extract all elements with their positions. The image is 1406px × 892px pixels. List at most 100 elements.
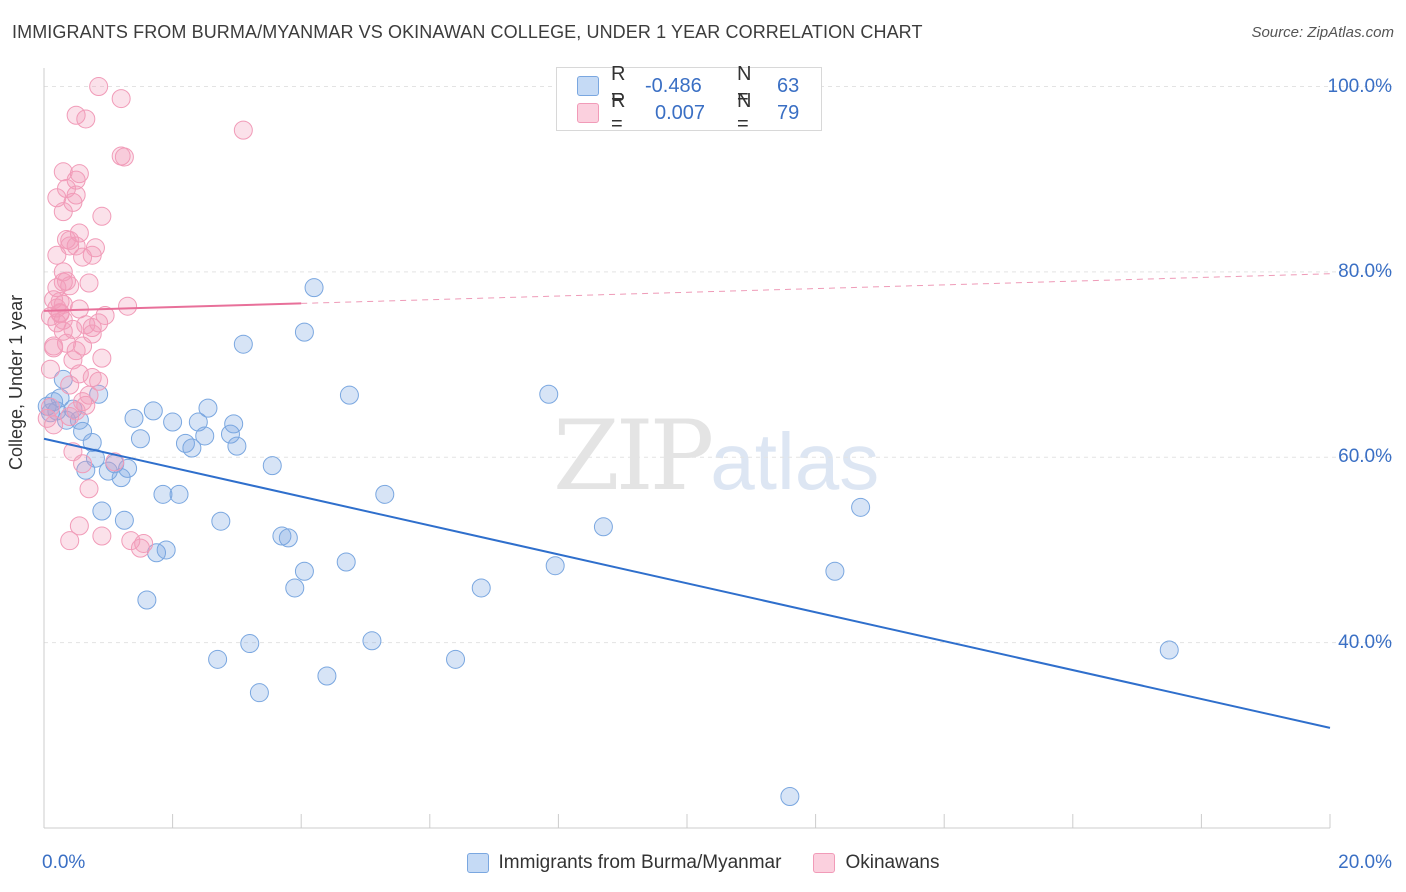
okinawan-point <box>66 185 86 205</box>
okinawan-point <box>76 109 96 129</box>
burma-point <box>249 683 269 703</box>
okinawan-point <box>73 247 93 267</box>
okinawan-point <box>73 392 93 412</box>
burma-point <box>317 666 337 686</box>
burma-point <box>92 501 112 521</box>
watermark: ZIPatlas <box>553 400 879 512</box>
pink-swatch <box>577 103 599 123</box>
okinawan-point <box>134 533 154 553</box>
okinawan-point <box>44 415 64 435</box>
y-axis-label: College, Under 1 year <box>6 294 26 470</box>
okinawan-point <box>111 89 131 109</box>
okinawan-point <box>60 236 80 256</box>
burma-point <box>304 278 324 298</box>
n-label: N = <box>737 63 752 108</box>
okinawan-point <box>53 321 73 341</box>
burma-point <box>339 385 359 405</box>
okinawan-point <box>79 273 99 293</box>
burma-point <box>539 384 559 404</box>
source-label: Source: ZipAtlas.com <box>1251 24 1394 41</box>
burma-point <box>195 426 215 446</box>
okinawan-point <box>63 319 83 339</box>
burma-point <box>143 401 163 421</box>
okinawan-point <box>60 406 80 426</box>
okinawan-point <box>66 236 86 256</box>
okinawan-point <box>60 375 80 395</box>
series-legend: Immigrants from Burma/Myanmar Okinawans <box>0 852 1406 874</box>
legend-item-okinawans: Okinawans <box>813 852 939 874</box>
burma-point <box>825 561 845 581</box>
burma-point <box>227 436 247 456</box>
okinawan-trend-line-extension <box>301 273 1331 304</box>
burma-point <box>82 432 102 452</box>
blue-swatch <box>466 853 489 873</box>
okinawan-point <box>73 454 93 474</box>
okinawan-point <box>66 105 86 125</box>
burma-point <box>545 556 565 576</box>
legend-row-pink: R = 0.007 N = 79 <box>577 90 800 135</box>
legend-label-burma: Immigrants from Burma/Myanmar <box>498 852 782 873</box>
burma-point <box>446 649 466 669</box>
burma-point <box>278 528 298 548</box>
x-tick-label-max: 20.0% <box>1338 852 1392 873</box>
okinawan-point <box>89 313 109 333</box>
burma-point <box>124 408 144 428</box>
burma-point <box>130 429 150 449</box>
okinawan-point <box>60 531 80 551</box>
burma-point <box>114 510 134 530</box>
y-tick-label: 100.0% <box>1327 75 1392 97</box>
n-value: 63 <box>777 74 800 97</box>
burma-point <box>85 448 105 468</box>
okinawan-point <box>95 305 115 325</box>
burma-point <box>780 786 800 806</box>
y-tick-label: 60.0% <box>1338 446 1392 468</box>
r-value: 0.007 <box>655 101 706 124</box>
watermark-atlas: atlas <box>710 417 880 506</box>
correlation-legend: R = -0.486 N = 63 R = 0.007 N = 79 <box>556 63 822 135</box>
burma-point <box>233 334 253 354</box>
okinawan-point <box>92 206 112 226</box>
okinawan-point <box>60 230 80 250</box>
burma-point <box>375 484 395 504</box>
burma-point <box>285 578 305 598</box>
okinawan-point <box>114 147 134 167</box>
okinawan-trend-line <box>43 302 302 312</box>
burma-point <box>211 511 231 531</box>
okinawan-point <box>66 341 86 361</box>
okinawan-point <box>89 371 109 391</box>
burma-point <box>137 590 157 610</box>
legend-item-burma: Immigrants from Burma/Myanmar <box>466 852 782 874</box>
okinawan-point <box>89 77 109 97</box>
legend-row-blue: R = -0.486 N = 63 <box>577 63 800 108</box>
burma-point <box>198 398 218 418</box>
okinawan-point <box>57 178 77 198</box>
burma-point <box>73 421 93 441</box>
burma-point <box>220 424 240 444</box>
okinawan-point <box>92 526 112 546</box>
burma-trend-line <box>43 437 1331 729</box>
okinawan-point <box>69 164 89 184</box>
n-value: 79 <box>777 101 800 124</box>
okinawan-point <box>233 120 253 140</box>
burma-point <box>40 403 60 423</box>
okinawan-point <box>60 276 80 296</box>
burma-point <box>240 634 260 654</box>
okinawan-point <box>47 245 67 265</box>
burma-point <box>224 414 244 434</box>
r-label: R = <box>611 63 626 108</box>
okinawan-point <box>40 397 60 417</box>
chart-title: IMMIGRANTS FROM BURMA/MYANMAR VS OKINAWA… <box>12 22 923 42</box>
okinawan-point <box>118 296 138 316</box>
burma-point <box>182 438 202 458</box>
burma-point <box>294 322 314 342</box>
burma-point <box>851 497 871 517</box>
burma-point <box>272 526 292 546</box>
y-tick-label: 40.0% <box>1338 631 1392 653</box>
legend-label-okinawans: Okinawans <box>845 852 940 873</box>
r-label: R = <box>611 90 626 135</box>
okinawan-point <box>40 359 60 379</box>
burma-point <box>188 412 208 432</box>
burma-point <box>156 540 176 560</box>
okinawan-point <box>50 292 70 312</box>
